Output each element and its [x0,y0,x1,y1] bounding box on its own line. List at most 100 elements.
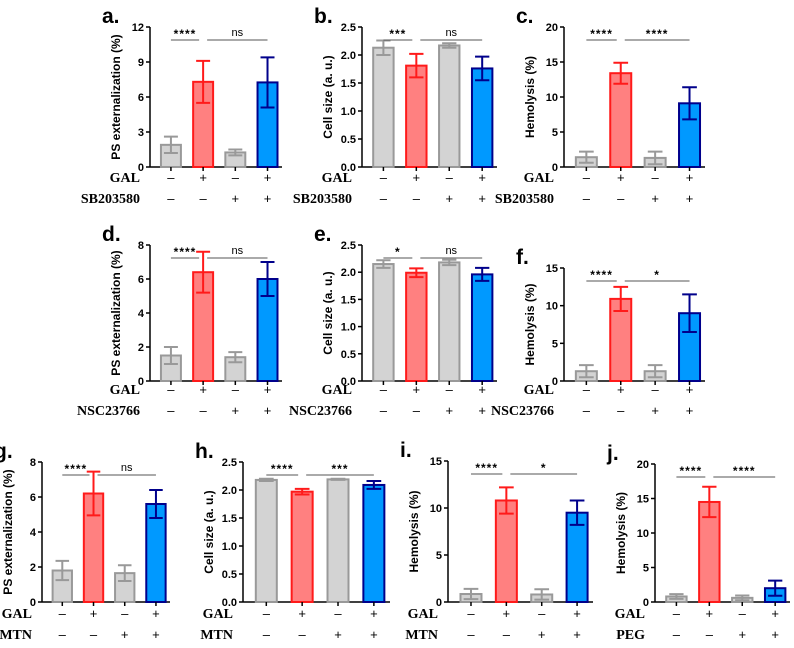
factor-sign: – [299,627,307,642]
factor-label: SB203580 [293,192,352,207]
error-bar [579,364,594,379]
significance-label: ns [121,462,133,474]
factor-sign: + [686,170,694,185]
factor-label: GAL [615,607,645,622]
significance-label: **** [733,464,756,478]
y-tick-label: 15 [430,456,442,468]
y-tick-label: 0.5 [222,569,237,581]
y-tick-label: 0.0 [222,597,237,609]
significance-label: ns [232,245,244,257]
factor-sign: – [90,627,98,642]
y-axis-label: Cell size (a. u.) [202,490,216,573]
significance-label: **** [65,462,88,476]
panel-b: b. 0.0 0.5 1.0 1.5 2.0 2.5 Cell size (a. u.) ***… [293,5,497,207]
y-tick-label: 5 [436,550,442,562]
factor-label: MTN [0,628,32,643]
error-bar [196,59,211,104]
significance-label: ns [445,27,457,39]
y-axis-label: Hemolysis (%) [407,490,421,572]
y-tick-label: 2.5 [222,457,237,469]
error-bar [475,266,490,282]
significance-label: **** [646,27,669,41]
y-tick-label: 0.0 [341,162,356,174]
y-tick-label: 5 [643,563,649,575]
error-bar [613,285,629,312]
factor-sign: – [121,606,129,621]
significance-label: *** [389,27,406,41]
factor-sign: – [617,403,625,418]
panel-letter: a. [102,5,120,28]
error-bar [409,52,424,79]
y-tick-label: 0 [138,376,144,388]
y-tick-label: 0 [552,376,558,388]
y-tick-label: 3 [138,127,144,139]
panel-letter: j. [606,442,619,465]
factor-sign: – [200,403,208,418]
factor-sign: – [380,191,388,206]
y-tick-label: 0 [552,162,558,174]
panel-e: e. 0.0 0.5 1.0 1.5 2.0 2.5 Cell size (a. u.) * ns… [289,223,497,419]
factor-sign: + [573,627,581,642]
factor-sign: – [334,606,342,621]
y-tick-label: 10 [637,528,649,540]
factor-sign: – [503,627,511,642]
y-tick-label: 0.5 [341,134,356,146]
bar [290,490,314,603]
y-tick-label: 0.5 [341,349,356,361]
y-tick-label: 15 [546,57,558,69]
panel-letter: h. [195,440,214,463]
factor-sign: – [167,191,175,206]
y-tick-label: 2 [138,342,144,354]
error-bar [376,259,391,269]
factor-sign: – [380,382,388,397]
y-tick-label: 1.0 [222,541,237,553]
error-bar [149,489,163,519]
panel-letter: c. [516,5,534,28]
y-tick-label: 4 [30,527,37,539]
factor-sign: + [478,403,486,418]
factor-label: NSC23766 [491,404,554,419]
factor-sign: – [652,170,660,185]
factor-sign: + [706,606,714,621]
bar [326,478,350,603]
y-tick-label: 4 [138,308,145,320]
factor-sign: + [413,382,421,397]
y-tick-label: 0 [138,162,144,174]
factor-sign: – [617,191,625,206]
factor-label: GAL [524,383,554,398]
bar [470,67,494,168]
factor-label: GAL [524,171,554,186]
factor-sign: – [232,170,240,185]
error-bar [117,564,132,582]
y-tick-label: 0 [643,597,649,609]
factor-sign: + [199,382,207,397]
significance-label: * [395,245,401,259]
y-tick-label: 10 [546,301,558,313]
factor-sign: + [90,606,98,621]
y-tick-label: 2.0 [341,267,356,279]
factor-sign: – [467,606,475,621]
panel-h: h. 0.0 0.5 1.0 1.5 2.0 2.5 Cell size (a. u.) ***… [195,440,390,643]
factor-sign: + [686,403,694,418]
error-bar [163,135,178,154]
factor-label: SB203580 [81,192,140,207]
error-bar [442,42,457,49]
factor-sign: + [370,627,378,642]
factor-sign: + [503,606,511,621]
factor-label: GAL [203,607,233,622]
factor-sign: + [686,382,694,397]
factor-sign: + [264,191,272,206]
factor-label: PEG [616,628,645,643]
y-tick-label: 1.0 [341,106,356,118]
error-bar [534,588,550,601]
bar [372,46,395,168]
error-bar [163,346,178,365]
error-bar [768,579,783,597]
error-bar [613,61,629,85]
significance-label: **** [680,464,703,478]
y-tick-label: 2.5 [341,22,356,34]
error-bar [647,364,663,379]
error-bar [569,499,585,526]
bar [470,273,494,383]
